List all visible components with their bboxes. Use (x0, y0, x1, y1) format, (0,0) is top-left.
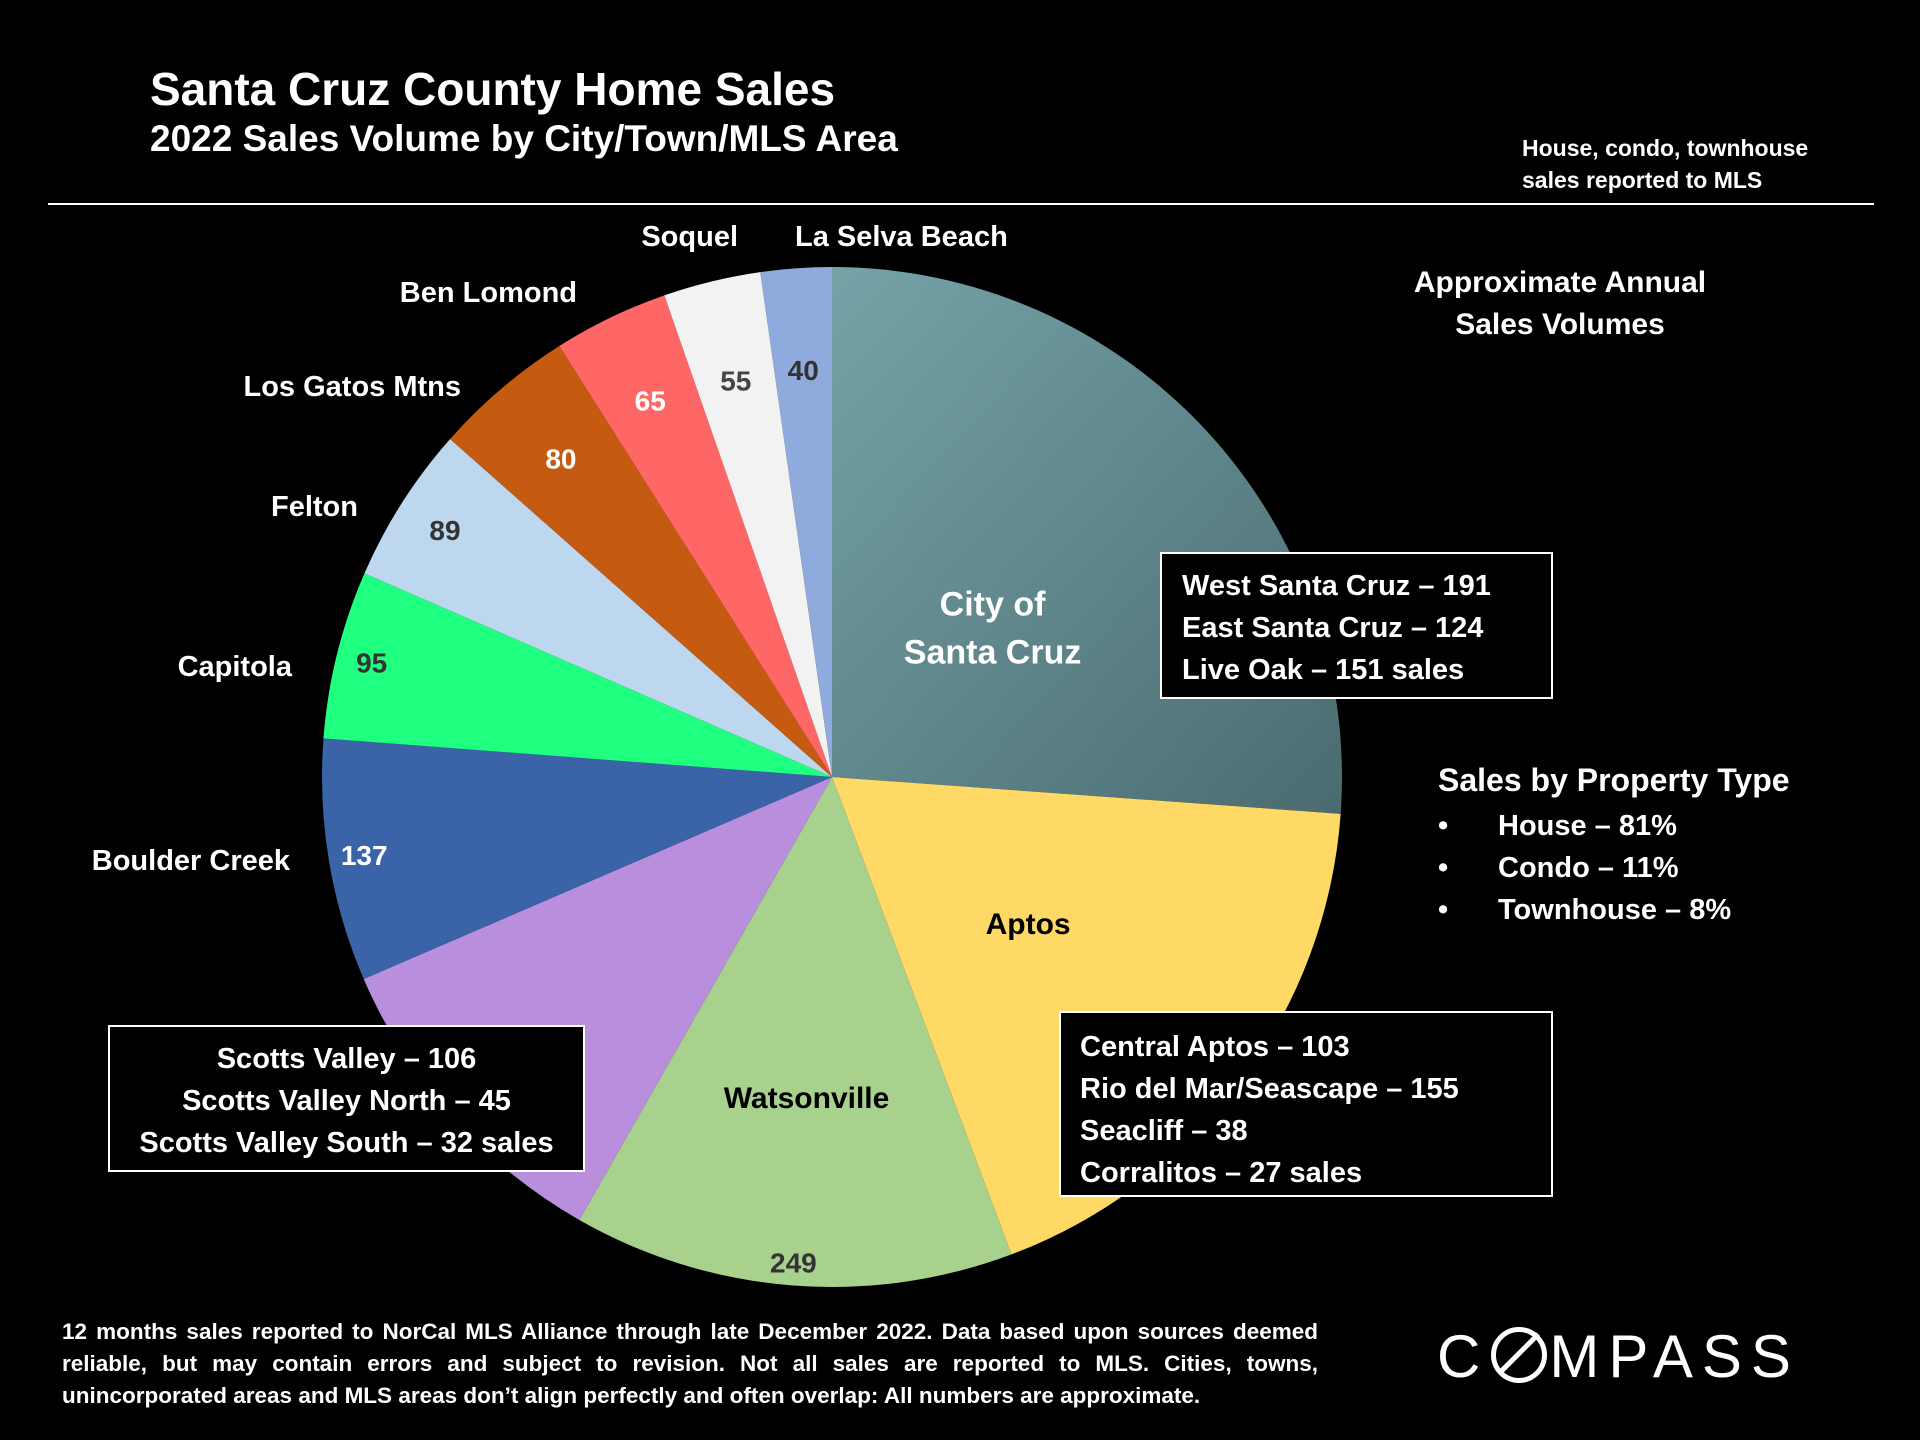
breakdown-line: Rio del Mar/Seascape – 155 (1080, 1073, 1459, 1105)
slice-name-label: Felton (271, 491, 358, 523)
property-type-item: • Townhouse – 8% (1438, 894, 1731, 927)
bullet-icon: • (1438, 810, 1449, 842)
breakdown-line: Scotts Valley North – 45 (182, 1085, 511, 1117)
slice-name-label: Santa Cruz (904, 633, 1082, 671)
pie-slice-los-gatos-mtns (450, 346, 832, 777)
annual-volumes-caption: Approximate Annual Sales Volumes (1370, 262, 1750, 346)
header-divider (48, 203, 1874, 205)
breakdown-line: Live Oak – 151 sales (1182, 654, 1465, 686)
footnote: 12 months sales reported to NorCal MLS A… (62, 1319, 1318, 1408)
pie-slice-soquel (664, 272, 832, 777)
compass-o-icon (1491, 1327, 1548, 1383)
property-type-label: Townhouse – 8% (1498, 894, 1732, 926)
property-type-heading: Sales by Property Type (1438, 762, 1790, 798)
slice-name-label: City of (940, 586, 1046, 624)
pie-slice-watsonville (579, 777, 1012, 1287)
annual-caption-line: Approximate Annual (1413, 266, 1707, 299)
pie-slice-city-of-santa-cruz (832, 267, 1342, 814)
breakdown-line: West Santa Cruz – 191 (1182, 570, 1491, 602)
breakdown-line: East Santa Cruz – 124 (1182, 612, 1484, 644)
compass-logo: C MPASS (1437, 1323, 1800, 1390)
slice-value-label: 137 (341, 840, 388, 871)
slice-name-label: Watsonville (724, 1082, 890, 1115)
slice-name-label: Capitola (178, 651, 293, 683)
property-type-label: House – 81% (1498, 810, 1677, 842)
annual-caption-line: Sales Volumes (1455, 308, 1665, 341)
property-type-item: • Condo – 11% (1438, 852, 1679, 885)
breakdown-line: Scotts Valley South – 32 sales (139, 1127, 554, 1159)
data-scope-note: House, condo, townhouse sales reported t… (1522, 132, 1808, 196)
scotts-valley-breakdown-box: Scotts Valley – 106 Scotts Valley North … (108, 1025, 585, 1172)
aptos-breakdown-box: Central Aptos – 103 Rio del Mar/Seascape… (1059, 1011, 1553, 1197)
chart-subtitle: 2022 Sales Volume by City/Town/MLS Area (150, 118, 898, 159)
data-scope-note-line: House, condo, townhouse (1522, 135, 1809, 161)
property-type-item: • House – 81% (1438, 810, 1677, 843)
breakdown-line: Scotts Valley – 106 (216, 1043, 477, 1075)
pie-slice-ben-lomond (559, 295, 832, 777)
pie-slice-boulder-creek (322, 738, 832, 980)
breakdown-line: Corralitos – 27 sales (1080, 1157, 1363, 1189)
slice-name-label: Aptos (986, 908, 1071, 941)
slice-value-label: 40 (788, 355, 819, 386)
pie-slice-la-selva-beach (760, 267, 832, 777)
chart-title: Santa Cruz County Home Sales (150, 63, 836, 115)
slice-name-label: Ben Lomond (400, 277, 577, 309)
bullet-icon: • (1438, 852, 1449, 884)
breakdown-line: Central Aptos – 103 (1080, 1031, 1350, 1063)
slice-value-label: 95 (356, 648, 387, 679)
slice-name-label: Soquel (641, 221, 738, 253)
slice-value-label: 80 (545, 444, 576, 475)
slice-value-label: 55 (720, 366, 751, 397)
santa-cruz-breakdown-box: West Santa Cruz – 191 East Santa Cruz – … (1160, 552, 1553, 699)
data-scope-note-line: sales reported to MLS (1522, 167, 1763, 193)
slice-value-label: 249 (770, 1248, 817, 1279)
breakdown-line: Seacliff – 38 (1080, 1115, 1248, 1147)
pie-slice-felton (364, 438, 832, 777)
slice-name-label: Los Gatos Mtns (243, 371, 461, 403)
slice-name-label: Boulder Creek (92, 845, 291, 877)
pie-slice-capitola (323, 573, 832, 777)
slice-name-label: La Selva Beach (795, 221, 1008, 253)
slice-value-label: 89 (429, 515, 460, 546)
slice-value-label: 65 (635, 385, 666, 416)
bullet-icon: • (1438, 894, 1449, 926)
property-type-label: Condo – 11% (1498, 852, 1679, 884)
